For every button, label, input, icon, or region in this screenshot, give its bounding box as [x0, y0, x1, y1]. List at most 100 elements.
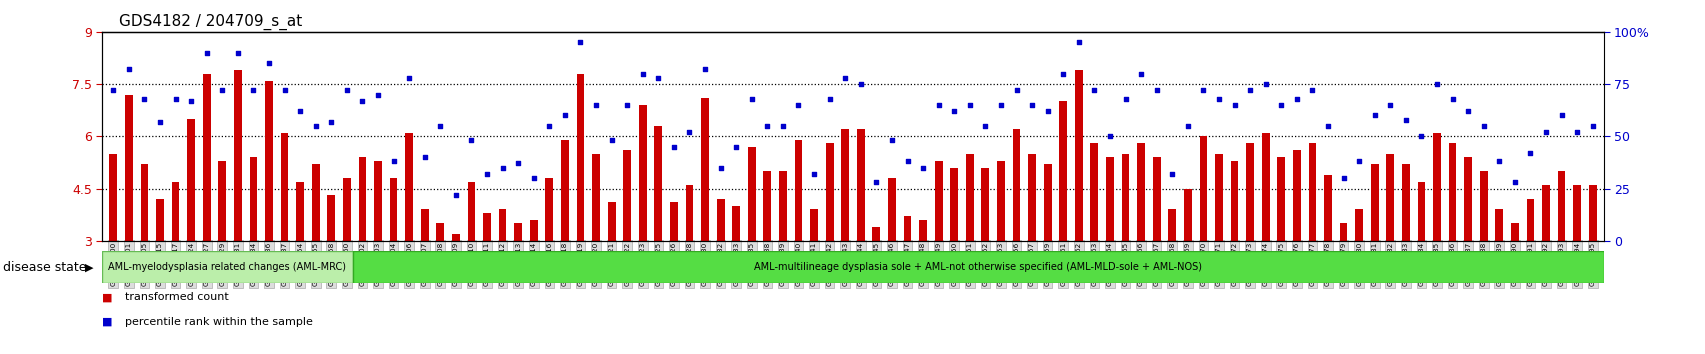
Bar [779, 171, 786, 241]
Point [598, 138, 626, 143]
Point [878, 138, 905, 143]
Point [1267, 102, 1294, 108]
Point [1018, 102, 1045, 108]
Bar [980, 168, 989, 241]
Bar [1013, 129, 1020, 241]
Point [629, 71, 656, 76]
Point [442, 192, 469, 198]
Point [1454, 108, 1482, 114]
Bar [1308, 143, 1316, 241]
Point [614, 102, 641, 108]
Point [1313, 123, 1340, 129]
Point [1531, 129, 1558, 135]
Point [348, 98, 375, 104]
Bar [825, 143, 834, 241]
Point [131, 96, 159, 102]
Point [660, 144, 687, 149]
Point [691, 67, 718, 72]
Bar [965, 154, 974, 241]
Point [116, 67, 143, 72]
Point [1221, 102, 1248, 108]
Text: AML-myelodysplasia related changes (AML-MRC): AML-myelodysplasia related changes (AML-… [109, 262, 346, 272]
Bar [1417, 182, 1424, 241]
Bar [856, 129, 864, 241]
Bar [124, 95, 133, 241]
Point [1003, 87, 1030, 93]
Bar [406, 133, 413, 241]
Bar [389, 178, 397, 241]
Bar [297, 182, 303, 241]
Bar [483, 213, 491, 241]
Bar [452, 234, 460, 241]
Bar [358, 157, 367, 241]
Point [426, 123, 454, 129]
Point [924, 102, 951, 108]
Point [1298, 87, 1325, 93]
Bar [1557, 171, 1565, 241]
Point [1485, 159, 1512, 164]
Point [1049, 71, 1076, 76]
Point [535, 123, 563, 129]
Bar [1105, 157, 1113, 241]
Bar [109, 154, 118, 241]
Bar [218, 161, 227, 241]
Bar [1168, 210, 1175, 241]
Point [302, 123, 329, 129]
Point [769, 123, 796, 129]
Point [177, 98, 205, 104]
Point [1188, 87, 1216, 93]
Point [738, 96, 766, 102]
Bar [1338, 223, 1347, 241]
Point [1142, 87, 1170, 93]
Point [1158, 171, 1185, 177]
Bar [546, 178, 552, 241]
Bar [234, 70, 242, 241]
Point [566, 40, 593, 45]
FancyBboxPatch shape [353, 251, 1603, 283]
Point [332, 87, 360, 93]
Text: transformed count: transformed count [124, 292, 228, 302]
Point [847, 81, 875, 87]
Point [1546, 113, 1574, 118]
Point [489, 165, 517, 171]
Bar [685, 185, 692, 241]
Bar [1229, 161, 1238, 241]
Point [1376, 102, 1403, 108]
Bar [888, 178, 895, 241]
Bar [373, 161, 382, 241]
Point [193, 50, 220, 56]
Bar [1354, 210, 1362, 241]
Point [815, 96, 842, 102]
Bar [1463, 157, 1471, 241]
Point [1251, 81, 1279, 87]
Point [987, 102, 1014, 108]
Bar [1120, 154, 1129, 241]
Point [723, 144, 750, 149]
Point [893, 159, 921, 164]
Point [147, 119, 174, 125]
Text: ■: ■ [102, 317, 113, 327]
Point [800, 171, 827, 177]
Bar [264, 81, 273, 241]
Bar [513, 223, 522, 241]
Bar [1323, 175, 1332, 241]
Bar [795, 140, 801, 241]
Bar [1541, 185, 1550, 241]
Bar [810, 210, 817, 241]
Bar [1199, 136, 1207, 241]
Bar [203, 74, 210, 241]
Point [1033, 108, 1061, 114]
Bar [1183, 188, 1192, 241]
Bar [1059, 102, 1067, 241]
Bar [343, 178, 351, 241]
Point [1064, 40, 1091, 45]
Point [317, 119, 344, 125]
Point [644, 75, 672, 81]
Point [1437, 96, 1465, 102]
Point [365, 92, 392, 97]
Bar [1292, 150, 1299, 241]
Point [162, 96, 189, 102]
Bar [1386, 154, 1393, 241]
Point [286, 108, 314, 114]
Bar [1089, 143, 1098, 241]
